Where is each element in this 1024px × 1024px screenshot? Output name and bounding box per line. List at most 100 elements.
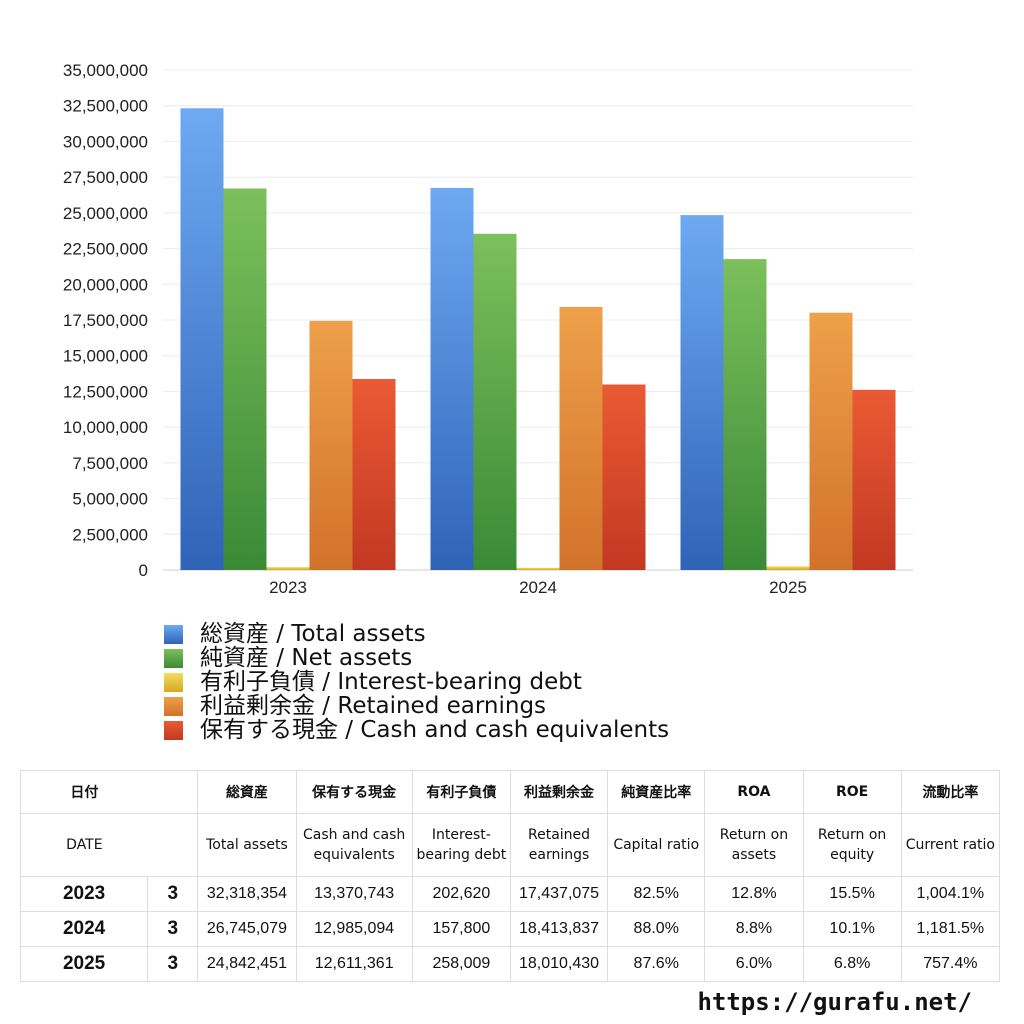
y-tick-label: 27,500,000 — [63, 168, 148, 187]
header-blank-en — [147, 813, 199, 877]
bar-2-2024 — [516, 567, 560, 570]
legend-swatch — [164, 672, 183, 692]
table-cell: 32,318,354 — [197, 876, 297, 912]
legend-label: 総資産 / Total assets — [200, 621, 426, 647]
site-url: https://gurafu.net/ — [697, 988, 972, 1016]
header-retained-jp: 利益剰余金 — [509, 770, 609, 814]
bar-1-2025 — [723, 259, 767, 570]
header-capital-ratio-en: Capital ratio — [607, 813, 706, 877]
table-cell: 24,842,451 — [197, 946, 297, 982]
bar-2-2025 — [766, 566, 810, 570]
header-total-assets-en: Total assets — [197, 813, 297, 877]
y-tick-label: 7,500,000 — [72, 454, 148, 473]
header-date-en: DATE — [19, 813, 148, 877]
legend-swatch — [164, 720, 183, 740]
bar-4-2024 — [602, 384, 646, 570]
table-cell: 2023 — [19, 876, 149, 912]
legend-item: 保有する現金 / Cash and cash equivalents — [164, 718, 669, 742]
table-cell: 258,009 — [411, 946, 511, 982]
table-row: 2024 3 26,745,079 12,985,094 157,800 18,413,8… — [19, 911, 1001, 947]
table-cell: 202,620 — [411, 876, 511, 912]
table-cell: 757.4% — [900, 946, 1001, 982]
bar-0-2025 — [680, 215, 724, 570]
y-tick-label: 22,500,000 — [63, 240, 148, 259]
y-tick-label: 10,000,000 — [63, 418, 148, 437]
table-cell: 12.8% — [704, 876, 804, 912]
header-blank — [147, 770, 199, 814]
table-cell: 157,800 — [411, 911, 511, 947]
table-header-jp: 日付 総資産 保有する現金 有利子負債 利益剰余金 純資産比率 ROA ROE … — [19, 770, 1001, 814]
header-debt-jp: 有利子負債 — [411, 770, 511, 814]
table-cell: 1,004.1% — [900, 876, 1001, 912]
table-row: 2025 3 24,842,451 12,611,361 258,009 18,010,4… — [19, 946, 1001, 982]
legend-item: 純資産 / Net assets — [164, 646, 669, 670]
bar-3-2025 — [809, 312, 853, 570]
y-tick-label: 20,000,000 — [63, 275, 148, 294]
y-tick-label: 12,500,000 — [63, 382, 148, 401]
legend-item: 有利子負債 / Interest-bearing debt — [164, 670, 669, 694]
y-tick-label: 0 — [139, 561, 148, 580]
table-row: 2023 3 32,318,354 13,370,743 202,620 17,437,0… — [19, 876, 1001, 912]
financial-table: 日付 総資産 保有する現金 有利子負債 利益剰余金 純資産比率 ROA ROE … — [19, 770, 1001, 982]
x-axis: 2023 2024 2025 — [269, 578, 807, 597]
legend-label: 有利子負債 / Interest-bearing debt — [200, 669, 582, 695]
header-cash-en: Cash and cash equivalents — [295, 813, 413, 877]
legend-item: 利益剰余金 / Retained earnings — [164, 694, 669, 718]
legend-label: 純資産 / Net assets — [200, 645, 413, 671]
bar-3-2024 — [559, 306, 603, 570]
table-cell: 13,370,743 — [295, 876, 413, 912]
header-roe-en: Return on equity — [802, 813, 902, 877]
legend-swatch — [164, 696, 183, 716]
x-tick-label: 2023 — [269, 578, 307, 597]
legend-item: 総資産 / Total assets — [164, 622, 669, 646]
header-retained-en: Retained earnings — [509, 813, 609, 877]
bar-3-2023 — [309, 320, 353, 570]
header-date-jp: 日付 — [19, 770, 148, 814]
header-cash-jp: 保有する現金 — [295, 770, 413, 814]
bar-1-2023 — [223, 188, 267, 570]
bar-chart: 0 2,500,000 5,000,000 7,500,000 10,000,000 12… — [63, 61, 913, 597]
y-tick-label: 15,000,000 — [63, 347, 148, 366]
x-tick-label: 2025 — [769, 578, 807, 597]
bar-1-2024 — [473, 233, 517, 571]
table-cell: 2024 — [19, 911, 149, 947]
header-total-assets-jp: 総資産 — [197, 770, 297, 814]
table-cell: 10.1% — [802, 911, 902, 947]
legend-swatch — [164, 624, 183, 644]
table-cell: 3 — [147, 946, 199, 982]
y-tick-label: 5,000,000 — [72, 490, 148, 509]
bar-4-2025 — [852, 389, 896, 570]
header-roe-jp: ROE — [802, 770, 902, 814]
table-cell: 1,181.5% — [900, 911, 1001, 947]
table-cell: 15.5% — [802, 876, 902, 912]
table-cell: 12,985,094 — [295, 911, 413, 947]
header-capital-ratio-jp: 純資産比率 — [607, 770, 706, 814]
bar-0-2023 — [180, 108, 224, 570]
table-cell: 2025 — [19, 946, 149, 982]
legend: 総資産 / Total assets 純資産 / Net assets 有利子負債 … — [164, 622, 669, 742]
table-cell: 12,611,361 — [295, 946, 413, 982]
table-cell: 6.8% — [802, 946, 902, 982]
table-header-en: DATE Total assets Cash and cash equivale… — [19, 813, 1001, 877]
table-cell: 87.6% — [607, 946, 706, 982]
header-roa-jp: ROA — [704, 770, 804, 814]
header-current-ratio-jp: 流動比率 — [900, 770, 1001, 814]
legend-label: 保有する現金 / Cash and cash equivalents — [200, 717, 670, 743]
bar-0-2024 — [430, 187, 474, 571]
y-tick-label: 2,500,000 — [72, 525, 148, 544]
table-cell: 8.8% — [704, 911, 804, 947]
y-tick-label: 35,000,000 — [63, 61, 148, 80]
table-cell: 18,413,837 — [509, 911, 609, 947]
table-cell: 26,745,079 — [197, 911, 297, 947]
header-current-ratio-en: Current ratio — [900, 813, 1001, 877]
y-tick-label: 30,000,000 — [63, 132, 148, 151]
header-debt-en: Interest-bearing debt — [411, 813, 511, 877]
y-tick-label: 17,500,000 — [63, 311, 148, 330]
bars — [180, 108, 896, 571]
x-tick-label: 2024 — [519, 578, 557, 597]
legend-label: 利益剰余金 / Retained earnings — [200, 693, 547, 719]
y-tick-label: 25,000,000 — [63, 204, 148, 223]
table-cell: 88.0% — [607, 911, 706, 947]
header-roa-en: Return on assets — [704, 813, 804, 877]
bar-4-2023 — [352, 378, 396, 570]
